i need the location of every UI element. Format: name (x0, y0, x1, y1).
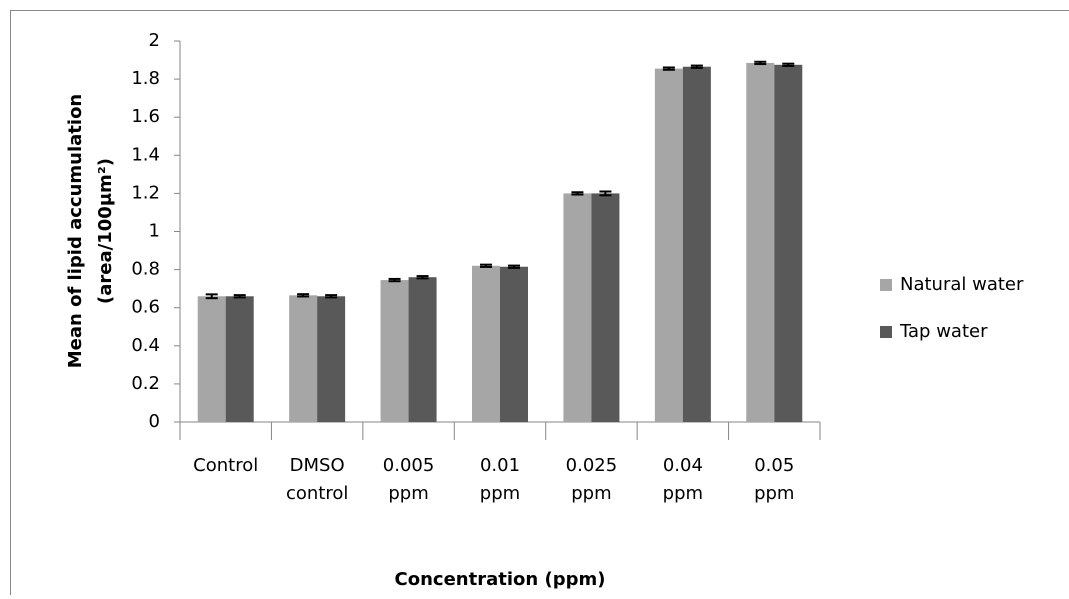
bar (226, 296, 254, 422)
bar (774, 65, 802, 422)
bar (500, 267, 528, 422)
y-tick-label: 1.6 (131, 106, 160, 127)
x-tick-label: 0.04 (663, 455, 703, 476)
y-tick-label: 0.4 (131, 335, 160, 356)
legend-swatch (880, 279, 892, 291)
x-tick-label: 0.05 (754, 455, 794, 476)
x-tick-label: ppm (388, 483, 428, 504)
y-tick-label: 1.2 (131, 182, 160, 203)
bar (289, 295, 317, 422)
bar (317, 296, 345, 422)
legend-swatch (880, 326, 892, 338)
x-tick-label: control (286, 483, 348, 504)
bar (683, 67, 711, 422)
x-tick-label: ppm (571, 483, 611, 504)
x-tick-label: 0.005 (383, 455, 435, 476)
y-axis-label: Mean of lipid accumulation (65, 94, 86, 369)
y-axis-label: (area/100μm²) (95, 158, 116, 304)
bar (381, 280, 409, 422)
x-tick-label: Control (193, 455, 258, 476)
y-tick-label: 1 (149, 221, 160, 242)
bar (563, 193, 591, 422)
x-axis-label: Concentration (ppm) (395, 569, 606, 590)
bar (591, 193, 619, 422)
bar (472, 266, 500, 422)
legend-label: Natural water (900, 274, 1024, 295)
x-tick-label: 0.01 (480, 455, 520, 476)
bar (655, 69, 683, 422)
x-tick-label: DMSO (290, 455, 345, 476)
x-tick-label: ppm (754, 483, 794, 504)
y-tick-label: 1.8 (131, 68, 160, 89)
y-tick-label: 0.8 (131, 259, 160, 280)
y-tick-label: 1.4 (131, 144, 160, 165)
x-tick-label: 0.025 (566, 455, 618, 476)
chart-border (11, 11, 1069, 596)
y-tick-label: 0.2 (131, 373, 160, 394)
legend-label: Tap water (899, 321, 988, 342)
bar (409, 277, 437, 422)
x-tick-label: ppm (480, 483, 520, 504)
y-tick-label: 0.6 (131, 297, 160, 318)
bar (198, 296, 226, 422)
y-tick-label: 0 (149, 411, 160, 432)
bar (746, 63, 774, 422)
y-tick-label: 2 (149, 30, 160, 51)
x-tick-label: ppm (663, 483, 703, 504)
